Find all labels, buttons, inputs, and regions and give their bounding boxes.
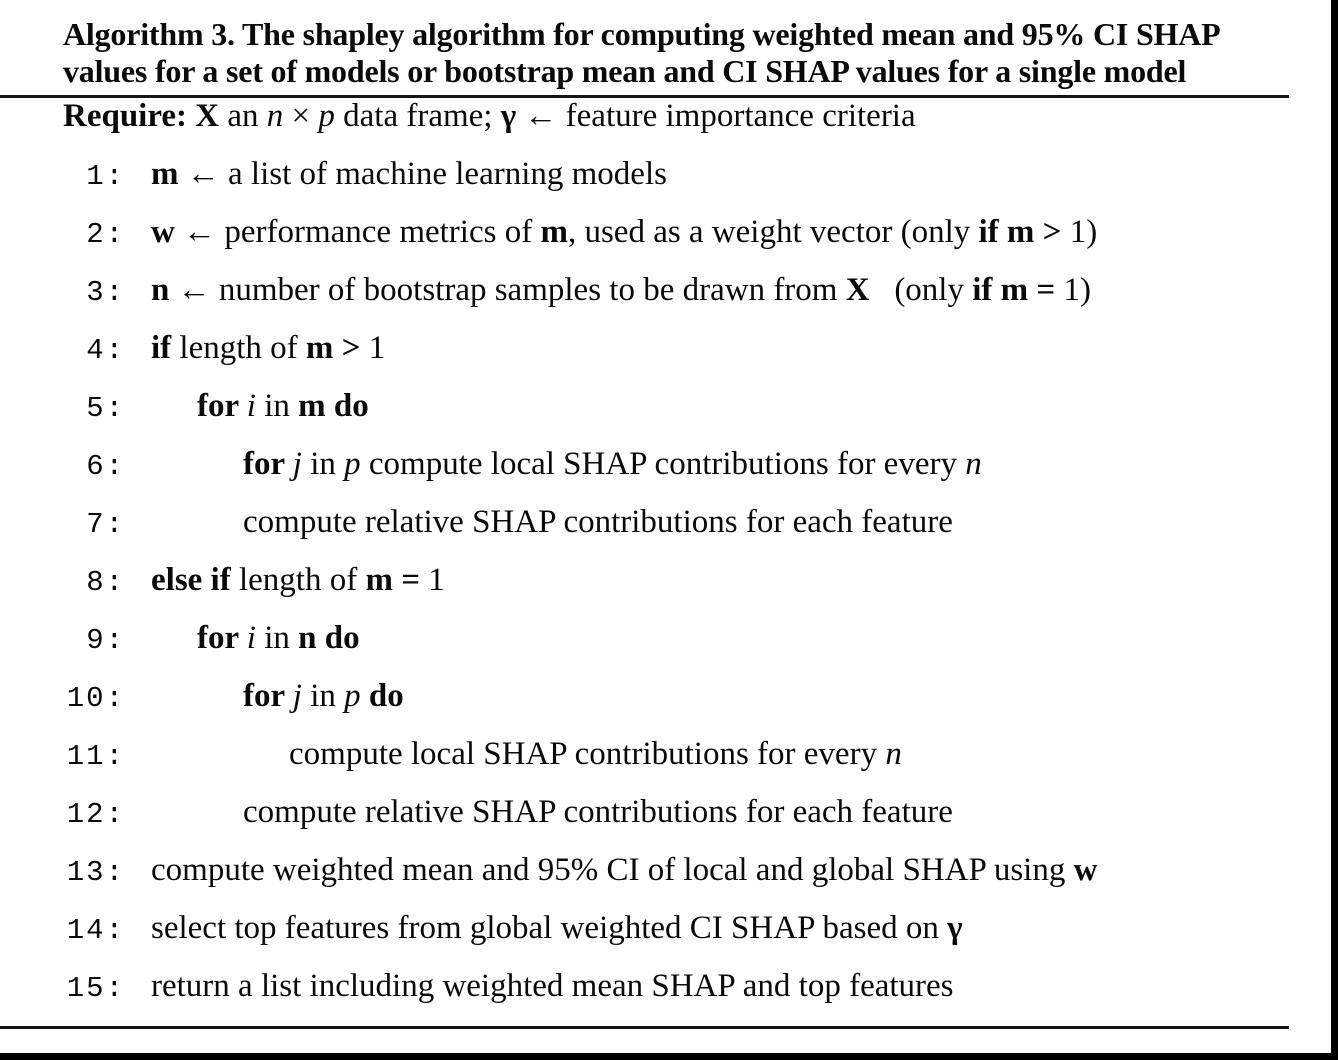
algorithm-line-6: 6: for j in p compute local SHAP contribu…: [63, 446, 1303, 504]
bottom-divider-rule: [0, 1026, 1289, 1029]
line-number: 5:: [86, 392, 125, 425]
algorithm-line-4: 4: if length of m > 1: [63, 330, 1303, 388]
algorithm-line-1: 1: m ← a list of machine learning models: [63, 156, 1303, 214]
line-text: for i in m do: [197, 388, 369, 424]
line-number: 2:: [86, 218, 125, 251]
algorithm-line-3: 3: n ← number of bootstrap samples to be …: [63, 272, 1303, 330]
algorithm-title: Algorithm 3. The shapley algorithm for c…: [63, 16, 1293, 90]
algorithm-line-2: 2: w ← performance metrics of m, used as …: [63, 214, 1303, 272]
line-text: compute relative SHAP contributions for …: [243, 794, 953, 830]
title-divider-rule: [0, 95, 1289, 98]
line-number: 1:: [86, 160, 125, 193]
line-number: 14:: [66, 914, 125, 947]
algorithm-line-10: 10: for j in p do: [63, 678, 1303, 736]
algorithm-line-15: 15: return a list including weighted mean…: [63, 968, 1303, 1026]
algorithm-line-13: 13: compute weighted mean and 95% CI of l…: [63, 852, 1303, 910]
scan-edge-right: [1331, 0, 1338, 1060]
line-text: Require: X an n × p data frame; γ ← feat…: [63, 98, 916, 134]
line-text: n ← number of bootstrap samples to be dr…: [151, 272, 1091, 308]
algorithm-line-11: 11: compute local SHAP contributions for …: [63, 736, 1303, 794]
line-text: else if length of m = 1: [151, 562, 445, 598]
line-number: 15:: [66, 972, 125, 1005]
line-number: 11:: [66, 740, 125, 773]
line-text: if length of m > 1: [151, 330, 386, 366]
line-number: 4:: [86, 334, 125, 367]
line-number: 13:: [66, 856, 125, 889]
line-number: 6:: [86, 450, 125, 483]
line-text: m ← a list of machine learning models: [151, 156, 667, 192]
line-text: compute weighted mean and 95% CI of loca…: [151, 852, 1098, 888]
line-number: 8:: [86, 566, 125, 599]
line-number: 10:: [66, 682, 125, 715]
line-text: compute local SHAP contributions for eve…: [289, 736, 902, 772]
line-number: 3:: [86, 276, 125, 309]
algorithm-body: Require: X an n × p data frame; γ ← feat…: [63, 98, 1303, 1026]
algorithm-line-8: 8: else if length of m = 1: [63, 562, 1303, 620]
algorithm-line-5: 5: for i in m do: [63, 388, 1303, 446]
algorithm-line-9: 9: for i in n do: [63, 620, 1303, 678]
line-number: 12:: [66, 798, 125, 831]
line-text: for j in p compute local SHAP contributi…: [243, 446, 982, 482]
algorithm-line-7: 7: compute relative SHAP contributions fo…: [63, 504, 1303, 562]
line-number: 7:: [86, 508, 125, 541]
line-text: select top features from global weighted…: [151, 910, 963, 946]
title-line-2: values for a set of models or bootstrap …: [63, 53, 1187, 89]
scan-edge-bottom: [0, 1053, 1338, 1060]
algorithm-line-14: 14: select top features from global weigh…: [63, 910, 1303, 968]
algorithm-line-12: 12: compute relative SHAP contributions f…: [63, 794, 1303, 852]
title-line-1: Algorithm 3. The shapley algorithm for c…: [63, 16, 1221, 52]
require-line: Require: X an n × p data frame; γ ← feat…: [63, 98, 1303, 156]
line-text: for j in p do: [243, 678, 404, 714]
line-text: return a list including weighted mean SH…: [151, 968, 954, 1004]
line-text: for i in n do: [197, 620, 360, 656]
line-text: w ← performance metrics of m, used as a …: [151, 214, 1098, 250]
line-number: 9:: [86, 624, 125, 657]
line-text: compute relative SHAP contributions for …: [243, 504, 953, 540]
